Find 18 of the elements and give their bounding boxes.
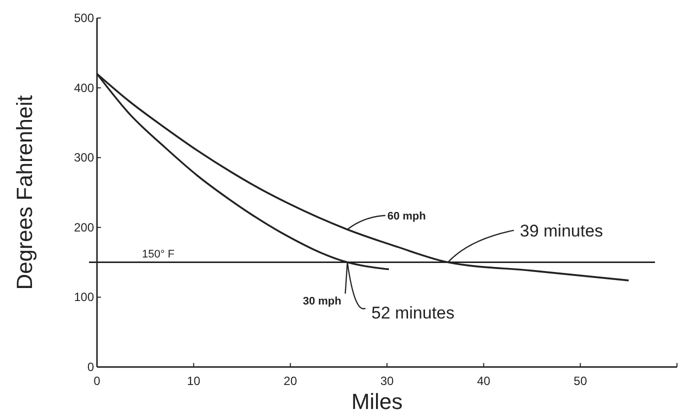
y-tick-label: 200 — [74, 220, 94, 234]
y-tick-label: 300 — [74, 150, 94, 165]
x-tick-label: 30 — [380, 374, 394, 388]
y-axis-title: Degrees Fahrenheit — [12, 95, 37, 290]
text: 30 mph — [302, 295, 342, 308]
y-tick-label: 400 — [74, 80, 94, 95]
x-tick-label: 40 — [476, 374, 491, 388]
annotation: 39 minutes — [520, 221, 604, 240]
x-tick-label: 10 — [186, 374, 201, 388]
x-tick-label: 50 — [574, 374, 588, 388]
ref-line-label: 150° F — [142, 248, 175, 260]
y-tick-label: 500 — [74, 11, 94, 25]
y-tick-label: 100 — [74, 290, 94, 304]
x-tick-label: 20 — [284, 374, 298, 388]
legend-label: 60 mph — [387, 210, 426, 222]
x-axis-title: Miles — [351, 389, 403, 411]
annotation: 52 minutes — [371, 303, 455, 322]
y-tick-label: 0 — [87, 360, 94, 374]
